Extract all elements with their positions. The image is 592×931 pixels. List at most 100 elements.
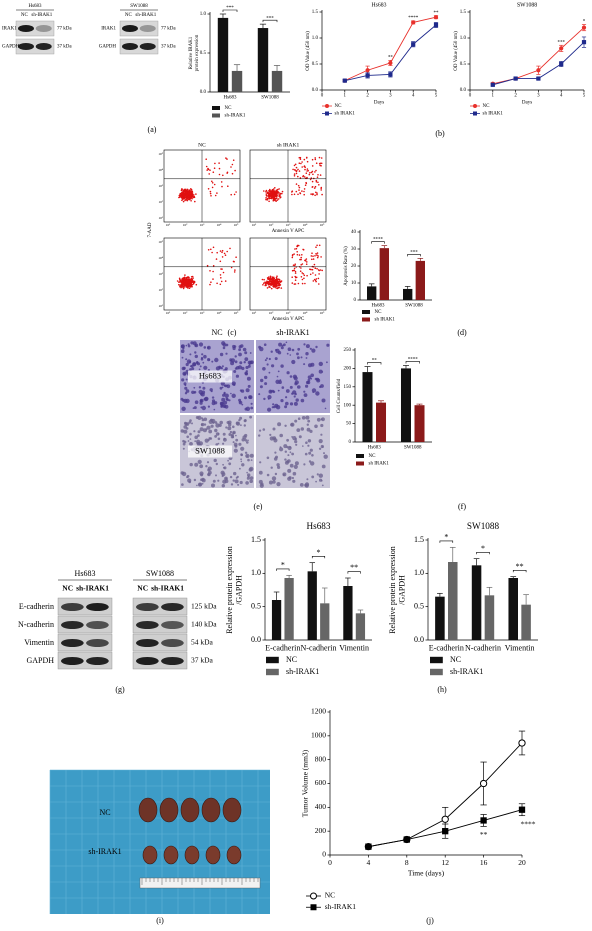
- flow-tick-label: 10⁴: [303, 223, 309, 227]
- flow-event: [224, 280, 227, 282]
- flow-event: [218, 167, 221, 170]
- flow-event: [318, 156, 321, 159]
- panel-label: (j): [426, 916, 434, 925]
- flow-event: [275, 287, 278, 289]
- flow-event: [319, 162, 322, 165]
- lane-label: sh-IRAK1: [76, 584, 109, 593]
- stained-cell: [205, 465, 208, 468]
- stained-cell: [196, 441, 200, 445]
- flow-event: [276, 275, 278, 278]
- flow-event: [295, 170, 298, 173]
- stained-cell: [228, 399, 231, 402]
- flow-event: [212, 278, 214, 280]
- stained-cell: [182, 371, 187, 376]
- bar: [343, 586, 353, 640]
- stained-cell: [303, 343, 306, 346]
- flow-event: [227, 185, 229, 187]
- flow-tick-label: 10¹: [252, 223, 257, 227]
- stained-cell: [291, 452, 294, 456]
- flow-event: [302, 248, 304, 251]
- flow-event: [181, 279, 183, 281]
- flow-event: [218, 162, 220, 164]
- stained-cell: [180, 429, 184, 433]
- blot-band: [60, 639, 84, 647]
- stained-cell: [214, 435, 218, 438]
- significance-label: **: [388, 56, 394, 61]
- flow-event: [183, 193, 186, 196]
- stained-cell: [200, 392, 205, 397]
- stained-cell: [277, 351, 282, 355]
- lane-label: NC: [21, 13, 29, 18]
- flow-event: [274, 283, 277, 286]
- flow-event: [182, 196, 184, 198]
- flow-event: [265, 281, 267, 284]
- flow-event: [265, 197, 267, 199]
- stained-cell: [213, 408, 216, 411]
- flow-event: [318, 184, 320, 186]
- stained-cell: [318, 361, 323, 367]
- stained-cell: [295, 398, 299, 402]
- stained-cell: [186, 476, 189, 479]
- flow-event: [190, 283, 192, 285]
- significance-label: ***: [557, 40, 565, 45]
- flow-event: [301, 263, 304, 265]
- flow-event: [299, 177, 302, 179]
- y-tick-label: 0.5: [414, 601, 424, 610]
- stained-cell: [183, 429, 188, 434]
- flow-event: [185, 196, 188, 199]
- y-tick-label: 1.5: [414, 535, 424, 544]
- flow-event: [279, 192, 282, 195]
- flow-event: [182, 287, 185, 290]
- flow-event: [270, 190, 273, 192]
- stained-cell: [282, 473, 285, 476]
- flow-event: [269, 191, 271, 193]
- flow-event: [297, 175, 299, 178]
- flow-event: [272, 193, 275, 195]
- flow-event: [295, 172, 298, 175]
- stained-cell: [214, 428, 218, 433]
- flow-event: [297, 193, 299, 196]
- flow-event: [281, 190, 284, 193]
- stained-cell: [279, 446, 282, 449]
- flow-event: [232, 159, 235, 161]
- stained-cell: [297, 385, 301, 389]
- stained-cell: [180, 471, 184, 475]
- y-tick-label: 0.0: [414, 635, 424, 644]
- stained-cell: [286, 352, 289, 355]
- stained-cell: [303, 393, 308, 397]
- flow-event: [309, 273, 312, 276]
- flow-event: [190, 277, 193, 280]
- significance-bracket: [347, 571, 361, 574]
- stained-cell: [233, 384, 236, 386]
- flow-tick-label: 10⁵: [320, 223, 326, 227]
- stained-cell: [291, 392, 294, 395]
- stained-cell: [264, 382, 268, 386]
- stained-cell: [243, 361, 246, 364]
- flow-event: [186, 283, 188, 285]
- flow-event: [216, 282, 218, 285]
- bar: [231, 70, 243, 92]
- stained-cell: [230, 358, 236, 363]
- flow-event: [320, 162, 323, 165]
- flow-event: [317, 269, 320, 271]
- data-point: [411, 20, 416, 25]
- flow-event: [214, 162, 216, 165]
- stained-cell: [193, 406, 197, 410]
- flow-event: [265, 191, 267, 193]
- stained-cell: [267, 407, 272, 412]
- legend-marker: [310, 892, 317, 900]
- flow-event: [184, 199, 187, 201]
- stained-cell: [226, 421, 230, 424]
- significance-label: *: [481, 544, 485, 553]
- stained-cell: [279, 433, 284, 438]
- significance-bracket: [276, 568, 290, 571]
- stained-cell: [208, 359, 211, 361]
- flow-event: [229, 247, 231, 250]
- stained-cell: [230, 483, 234, 486]
- significance-bracket: [407, 254, 421, 257]
- stained-cell: [192, 362, 197, 367]
- flow-event: [306, 274, 308, 277]
- stained-cell: [191, 367, 195, 371]
- stained-cell: [199, 365, 202, 368]
- stained-cell: [240, 453, 243, 456]
